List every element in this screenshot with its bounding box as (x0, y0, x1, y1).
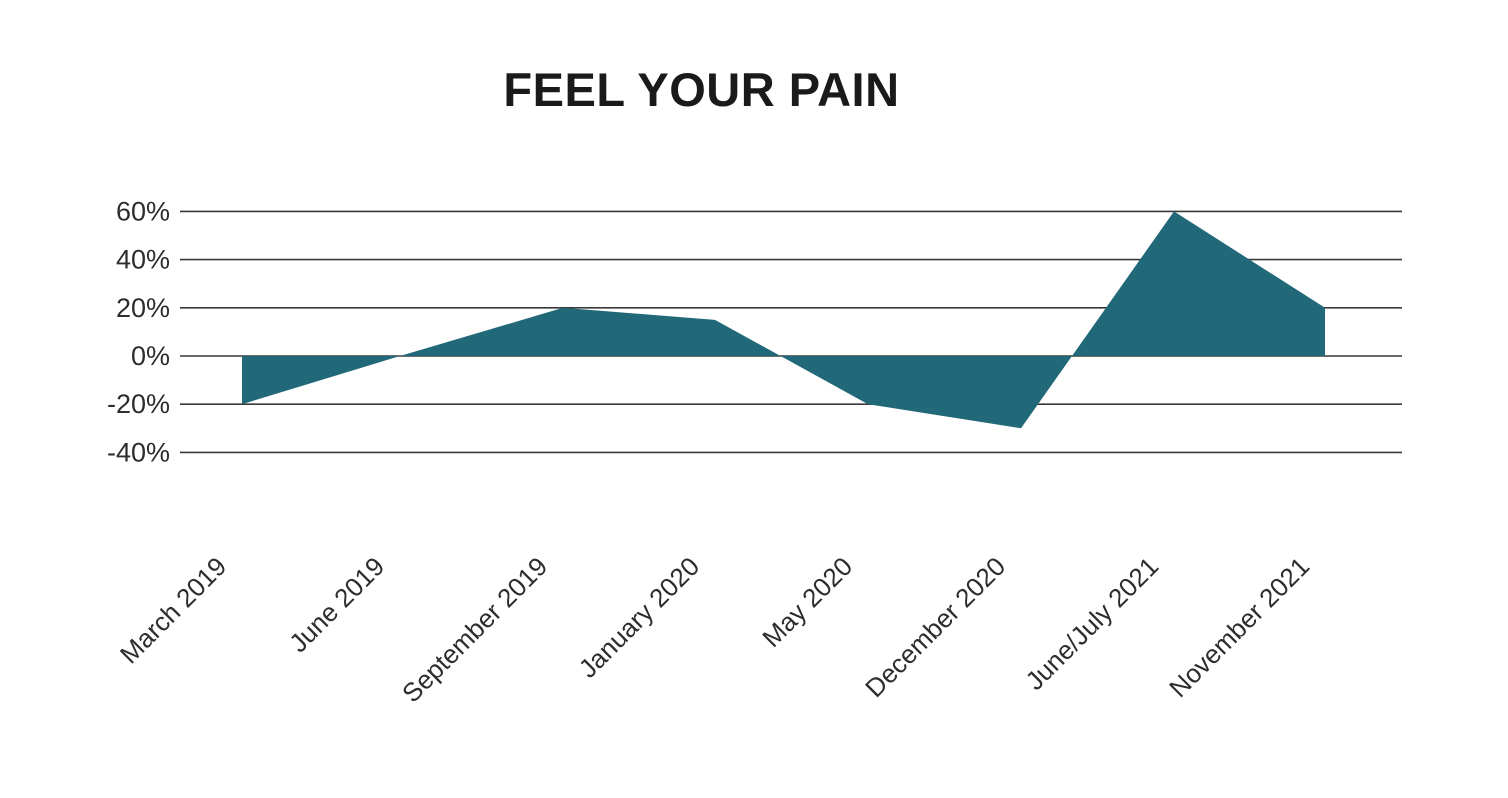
x-axis-category-label: May 2020 (756, 551, 858, 653)
x-axis-category-label: November 2021 (1163, 551, 1315, 703)
y-axis-tick-label: -40% (107, 437, 170, 467)
x-axis-category-label: September 2019 (396, 551, 553, 708)
y-axis-tick-label: 60% (116, 196, 170, 226)
area-series (242, 211, 1325, 429)
y-axis-tick-label: -20% (107, 389, 170, 419)
y-axis-tick-label: 0% (131, 341, 170, 371)
x-axis-category-label: March 2019 (114, 551, 232, 669)
y-axis-tick-label: 40% (116, 245, 170, 275)
x-axis-category-label: December 2020 (859, 551, 1011, 703)
x-axis-category-label: June/July 2021 (1019, 551, 1164, 696)
chart-title: FEEL YOUR PAIN (503, 63, 900, 116)
y-axis-tick-label: 20% (116, 293, 170, 323)
x-axis-category-label: June 2019 (283, 551, 390, 658)
x-axis-category-label: January 2020 (573, 551, 706, 684)
